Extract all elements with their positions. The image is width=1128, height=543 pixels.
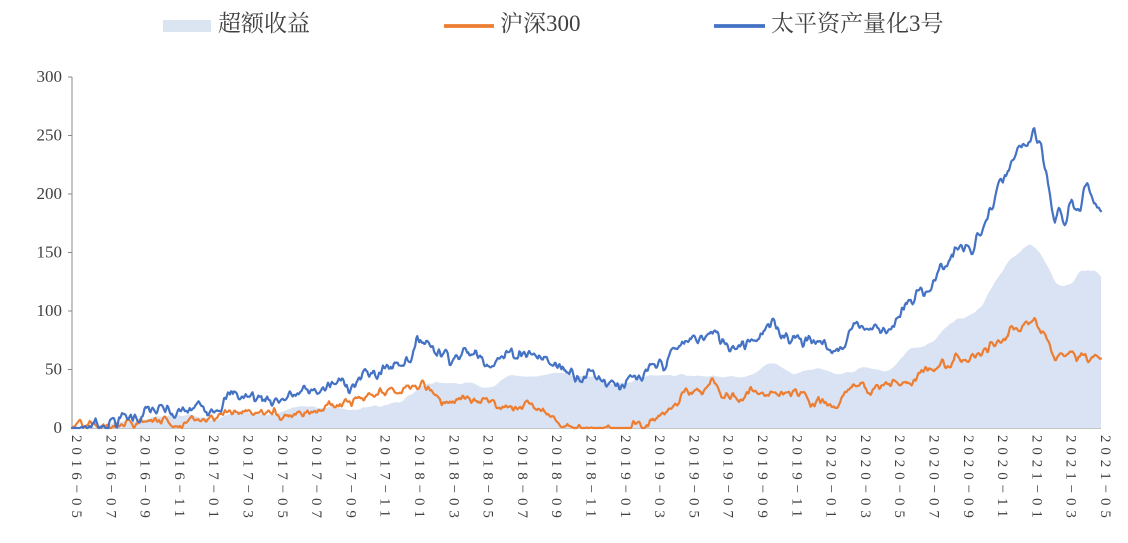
svg-text:2020−11: 2020−11 — [994, 435, 1010, 522]
svg-text:2019−09: 2019−09 — [754, 435, 770, 523]
svg-text:2018−07: 2018−07 — [514, 435, 530, 523]
svg-text:2017−11: 2017−11 — [377, 435, 393, 522]
svg-text:2016−11: 2016−11 — [171, 435, 187, 522]
svg-text:2017−01: 2017−01 — [205, 435, 221, 523]
svg-text:沪深300: 沪深300 — [500, 11, 581, 36]
svg-text:2019−01: 2019−01 — [617, 435, 633, 523]
svg-text:超额收益: 超额收益 — [218, 11, 310, 36]
svg-text:150: 150 — [37, 243, 63, 262]
svg-text:2019−11: 2019−11 — [788, 435, 804, 522]
svg-text:2018−03: 2018−03 — [445, 435, 461, 523]
svg-text:2019−05: 2019−05 — [685, 435, 701, 523]
svg-text:2018−05: 2018−05 — [480, 435, 496, 523]
svg-text:2016−09: 2016−09 — [137, 435, 153, 523]
svg-text:2018−09: 2018−09 — [548, 435, 564, 523]
svg-text:2020−07: 2020−07 — [926, 435, 942, 523]
svg-text:2017−07: 2017−07 — [308, 435, 324, 523]
svg-text:2020−03: 2020−03 — [857, 435, 873, 523]
svg-text:2016−07: 2016−07 — [102, 435, 118, 523]
svg-text:2017−05: 2017−05 — [274, 435, 290, 523]
svg-text:100: 100 — [37, 301, 63, 320]
svg-text:2018−01: 2018−01 — [411, 435, 427, 523]
svg-text:2016−05: 2016−05 — [68, 435, 84, 523]
svg-text:2020−05: 2020−05 — [891, 435, 907, 523]
svg-text:2021−05: 2021−05 — [1097, 435, 1113, 523]
svg-text:2018−11: 2018−11 — [583, 435, 599, 522]
svg-text:2020−09: 2020−09 — [960, 435, 976, 523]
svg-text:2021−01: 2021−01 — [1028, 435, 1044, 523]
svg-text:太平资产量化3号: 太平资产量化3号 — [771, 11, 944, 36]
svg-text:0: 0 — [54, 418, 63, 437]
svg-text:200: 200 — [37, 184, 63, 203]
svg-text:2019−07: 2019−07 — [720, 435, 736, 523]
svg-text:2020−01: 2020−01 — [823, 435, 839, 523]
svg-text:50: 50 — [45, 360, 62, 379]
svg-text:2019−03: 2019−03 — [651, 435, 667, 523]
svg-text:2021−03: 2021−03 — [1063, 435, 1079, 523]
svg-text:250: 250 — [37, 126, 63, 145]
svg-text:2017−03: 2017−03 — [240, 435, 256, 523]
svg-text:2017−09: 2017−09 — [342, 435, 358, 523]
svg-text:300: 300 — [37, 67, 63, 86]
